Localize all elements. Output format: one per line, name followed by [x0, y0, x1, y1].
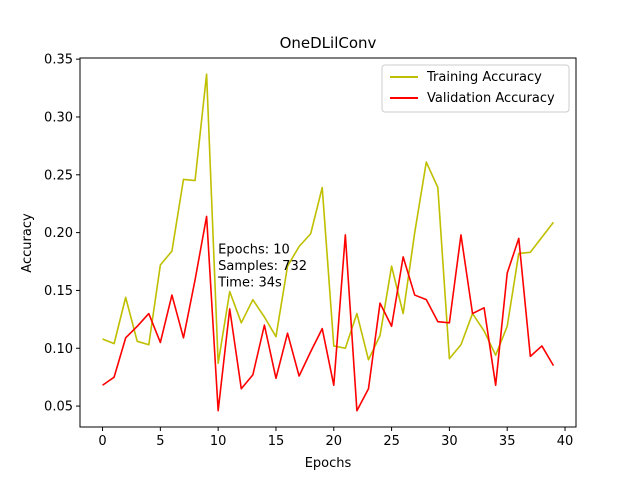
- legend: Training Accuracy Validation Accuracy: [381, 64, 570, 113]
- annotation-line: Epochs: 10: [218, 242, 290, 257]
- x-tick-label: 35: [499, 434, 516, 449]
- x-tick-label: 0: [98, 434, 106, 449]
- y-axis-label: Accuracy: [20, 213, 35, 273]
- axes-frame: [79, 57, 577, 428]
- y-tick-label: 0.25: [44, 168, 73, 183]
- y-tick-label: 0.15: [44, 284, 73, 299]
- legend-label-validation: Validation Accuracy: [427, 91, 555, 106]
- y-ticks: 0.05 0.10 0.15 0.20 0.25 0.30 0.35: [44, 53, 80, 415]
- y-tick-label: 0.05: [44, 400, 73, 415]
- plot-area: 0 5 10 15 20 25 30 35 40 0.05 0.10 0.15 0.20 0.25 0.3…: [44, 53, 577, 449]
- y-tick-label: 0.10: [44, 342, 73, 357]
- legend-label-training: Training Accuracy: [426, 70, 542, 85]
- chart-title: OneDLilConv: [280, 34, 377, 52]
- y-tick-label: 0.30: [44, 110, 73, 125]
- series-line-validation: [102, 215, 555, 412]
- x-tick-label: 10: [210, 434, 227, 449]
- x-axis-label: Epochs: [305, 456, 352, 471]
- series-line-training: [102, 73, 555, 365]
- y-tick-label: 0.20: [44, 226, 73, 241]
- x-tick-label: 30: [441, 434, 458, 449]
- x-tick-label: 20: [326, 434, 343, 449]
- x-tick-label: 25: [383, 434, 400, 449]
- annotation-line: Samples: 732: [218, 259, 307, 274]
- x-ticks: 0 5 10 15 20 25 30 35 40: [98, 427, 573, 449]
- series-lines: [102, 73, 555, 412]
- y-tick-label: 0.35: [44, 53, 73, 68]
- x-tick-label: 40: [557, 434, 574, 449]
- x-tick-label: 15: [268, 434, 285, 449]
- annotation-line: Time: 34s: [217, 275, 282, 290]
- legend-box: [381, 64, 570, 113]
- x-tick-label: 5: [156, 434, 164, 449]
